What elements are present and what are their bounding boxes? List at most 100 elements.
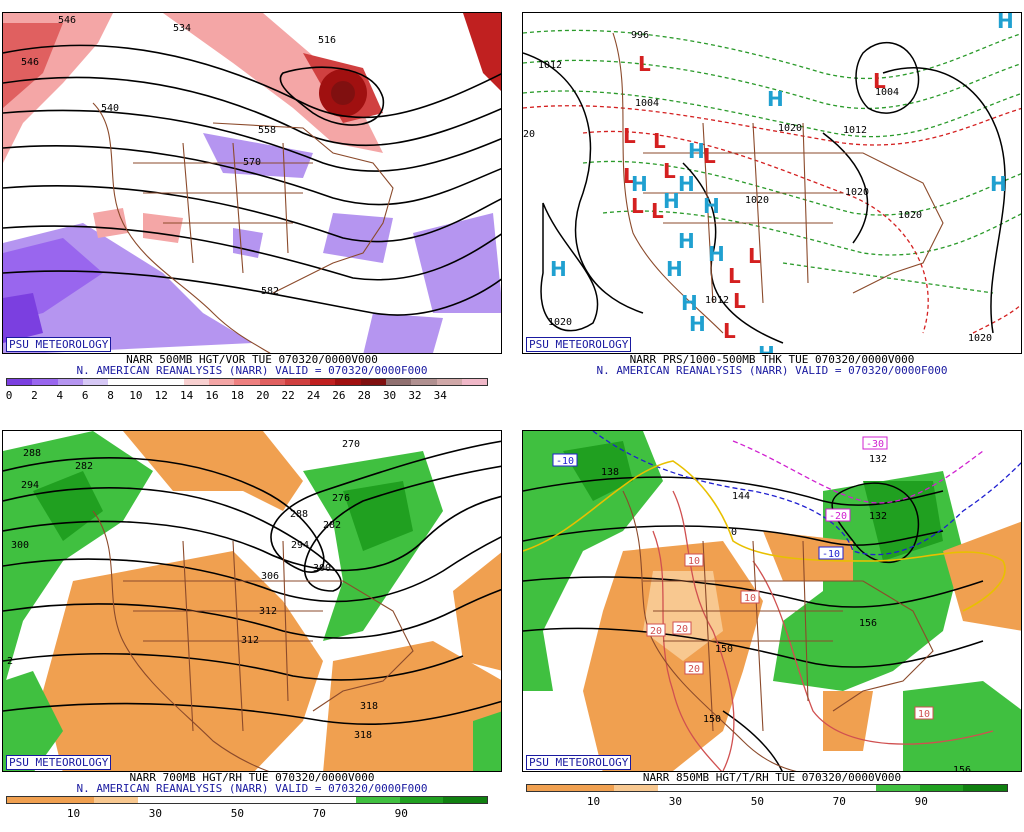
colorbar-segment <box>183 379 210 385</box>
colorbar-segment <box>832 785 877 791</box>
svg-text:282: 282 <box>323 520 341 531</box>
svg-text:-20: -20 <box>829 511 847 522</box>
colorbar-segment <box>108 379 134 385</box>
svg-text:1004: 1004 <box>635 98 659 109</box>
colorbar-tick-label: 70 <box>312 807 326 820</box>
svg-text:1012: 1012 <box>843 125 867 136</box>
svg-text:132: 132 <box>869 454 887 465</box>
svg-text:H: H <box>997 13 1014 33</box>
psu-meteorology-badge: PSU METEOROLOGY <box>526 755 632 770</box>
colorbar-segment <box>411 379 437 385</box>
svg-text:144: 144 <box>732 491 750 502</box>
colorbar-segment <box>788 785 833 791</box>
colorbar-tick-label: 18 <box>230 389 244 402</box>
colorbar-segment <box>963 785 1008 791</box>
svg-text:312: 312 <box>259 606 277 617</box>
svg-text:1020: 1020 <box>898 210 922 221</box>
psu-meteorology-badge: PSU METEOROLOGY <box>6 755 112 770</box>
svg-text:H: H <box>678 172 695 196</box>
colorbar-segment <box>919 785 964 791</box>
colorbar-segment <box>657 785 702 791</box>
colorbar-tick-label: 30 <box>668 795 683 808</box>
svg-text:20: 20 <box>650 626 662 637</box>
svg-text:1012: 1012 <box>538 60 562 71</box>
panel-caption-valid: N. AMERICAN REANALYSIS (NARR) VALID = 07… <box>596 364 948 377</box>
svg-text:288: 288 <box>23 448 41 459</box>
panel-caption: NARR 850MB HGT/T/RH TUE 070320/0000V000 <box>642 771 902 784</box>
svg-text:L: L <box>623 164 636 188</box>
colorbar-segment <box>133 379 159 385</box>
colorbar-tick-label: 10 <box>66 807 81 820</box>
svg-text:1020: 1020 <box>548 317 572 328</box>
svg-text:20: 20 <box>676 624 688 635</box>
svg-text:1020: 1020 <box>968 333 992 344</box>
colorbar-tick-label: 20 <box>256 389 270 402</box>
svg-text:H: H <box>767 87 784 111</box>
panel-caption: NARR 500MB HGT/VOR TUE 070320/0000V000 <box>126 353 378 366</box>
colorbar-ticks: 10 30 50 70 90 <box>526 795 1008 808</box>
panel-caption: NARR PRS/1000-500MB THK TUE 070320/0000V… <box>629 353 915 366</box>
svg-text:270: 270 <box>342 439 360 450</box>
svg-text:306: 306 <box>261 571 279 582</box>
svg-text:294: 294 <box>291 540 309 551</box>
svg-text:-10: -10 <box>822 549 840 560</box>
colorbar-tick-label: 6 <box>81 389 89 402</box>
svg-text:H: H <box>688 139 705 163</box>
colorbar <box>6 796 488 804</box>
colorbar-tick-label: 8 <box>107 389 114 402</box>
colorbar-segment <box>310 379 336 385</box>
svg-text:156: 156 <box>953 765 971 772</box>
colorbar-segment <box>158 379 184 385</box>
colorbar-segment <box>137 797 182 803</box>
colorbar-segment <box>461 379 488 385</box>
colorbar-segment <box>284 379 311 385</box>
svg-text:996: 996 <box>631 30 649 41</box>
map-850mb: -10 -30 -20 -10 10 10 20 20 20 10 132 13… <box>522 430 1022 772</box>
svg-text:L: L <box>638 52 651 76</box>
colorbar-segment <box>356 797 400 803</box>
panel-caption: NARR 700MB HGT/RH TUE 070320/0000V000 <box>129 771 375 784</box>
svg-text:1020: 1020 <box>845 187 869 198</box>
colorbar-tick-label: 24 <box>306 389 321 402</box>
colorbar <box>6 378 488 386</box>
svg-text:20: 20 <box>688 664 700 675</box>
panel-850mb-hgt-t-rh: -10 -30 -20 -10 10 10 20 20 20 10 132 13… <box>522 430 1022 832</box>
colorbar-ticks: 10 30 50 70 90 <box>6 807 488 820</box>
panel-500mb-hgt-vor: 546 534 516 558 570 582 546 540 PSU METE… <box>2 12 502 414</box>
psu-meteorology-badge: PSU METEOROLOGY <box>6 337 112 352</box>
svg-text:L: L <box>653 129 666 153</box>
colorbar-segment <box>32 379 58 385</box>
svg-text:H: H <box>758 342 775 354</box>
colorbar-tick-label: 2 <box>31 389 38 402</box>
colorbar-tick-label: 30 <box>382 389 397 402</box>
svg-text:H: H <box>666 257 683 281</box>
colorbar-segment <box>268 797 313 803</box>
svg-text:L: L <box>631 194 644 218</box>
svg-text:318: 318 <box>360 701 378 712</box>
svg-text:294: 294 <box>21 480 39 491</box>
colorbar-tick-label: 26 <box>332 389 346 402</box>
colorbar-segment <box>259 379 285 385</box>
colorbar-segment <box>385 379 412 385</box>
svg-text:H: H <box>708 242 725 266</box>
svg-text:300: 300 <box>11 540 29 551</box>
colorbar-segment <box>527 785 571 791</box>
svg-text:156: 156 <box>859 618 877 629</box>
colorbar-segment <box>234 379 260 385</box>
colorbar-ticks: 0 2 4 6 8 10 12 14 16 18 20 22 24 26 28 30 32 34 <box>6 389 488 402</box>
svg-text:546: 546 <box>21 57 39 68</box>
svg-text:L: L <box>748 244 761 268</box>
svg-text:312: 312 <box>241 635 259 646</box>
colorbar-tick-label: 22 <box>281 389 295 402</box>
colorbar-segment <box>570 785 615 791</box>
colorbar-segment <box>335 379 361 385</box>
colorbar-segment <box>209 379 235 385</box>
svg-text:318: 318 <box>354 730 372 741</box>
colorbar-segment <box>443 797 488 803</box>
svg-text:1020: 1020 <box>745 195 769 206</box>
colorbar-tick-label: 28 <box>357 389 371 402</box>
colorbar-segment <box>701 785 746 791</box>
svg-text:H: H <box>631 172 648 196</box>
svg-text:150: 150 <box>703 714 721 725</box>
svg-text:516: 516 <box>318 35 336 46</box>
